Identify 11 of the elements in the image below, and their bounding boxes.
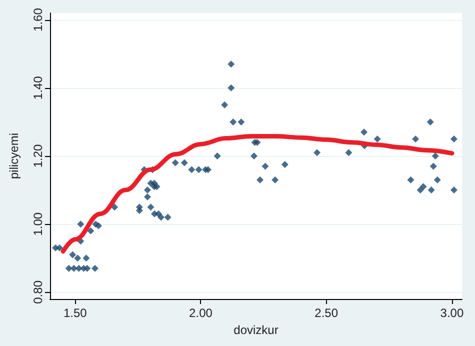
x-axis-title: dovizkur bbox=[234, 322, 278, 337]
x-tick-label: 3.00 bbox=[440, 306, 464, 320]
x-tick-label: 1.50 bbox=[63, 306, 88, 320]
y-tick-label: 1.60 bbox=[31, 8, 45, 32]
x-tick-label: 2.50 bbox=[314, 306, 338, 320]
y-tick-label: 1.20 bbox=[31, 144, 45, 168]
x-tick-label: 2.00 bbox=[189, 306, 213, 320]
y-tick-label: 0.80 bbox=[31, 280, 45, 304]
y-tick-label: 1.00 bbox=[31, 212, 45, 236]
y-tick-label: 1.40 bbox=[31, 76, 45, 100]
y-axis-title: pilicyemi bbox=[7, 132, 21, 180]
